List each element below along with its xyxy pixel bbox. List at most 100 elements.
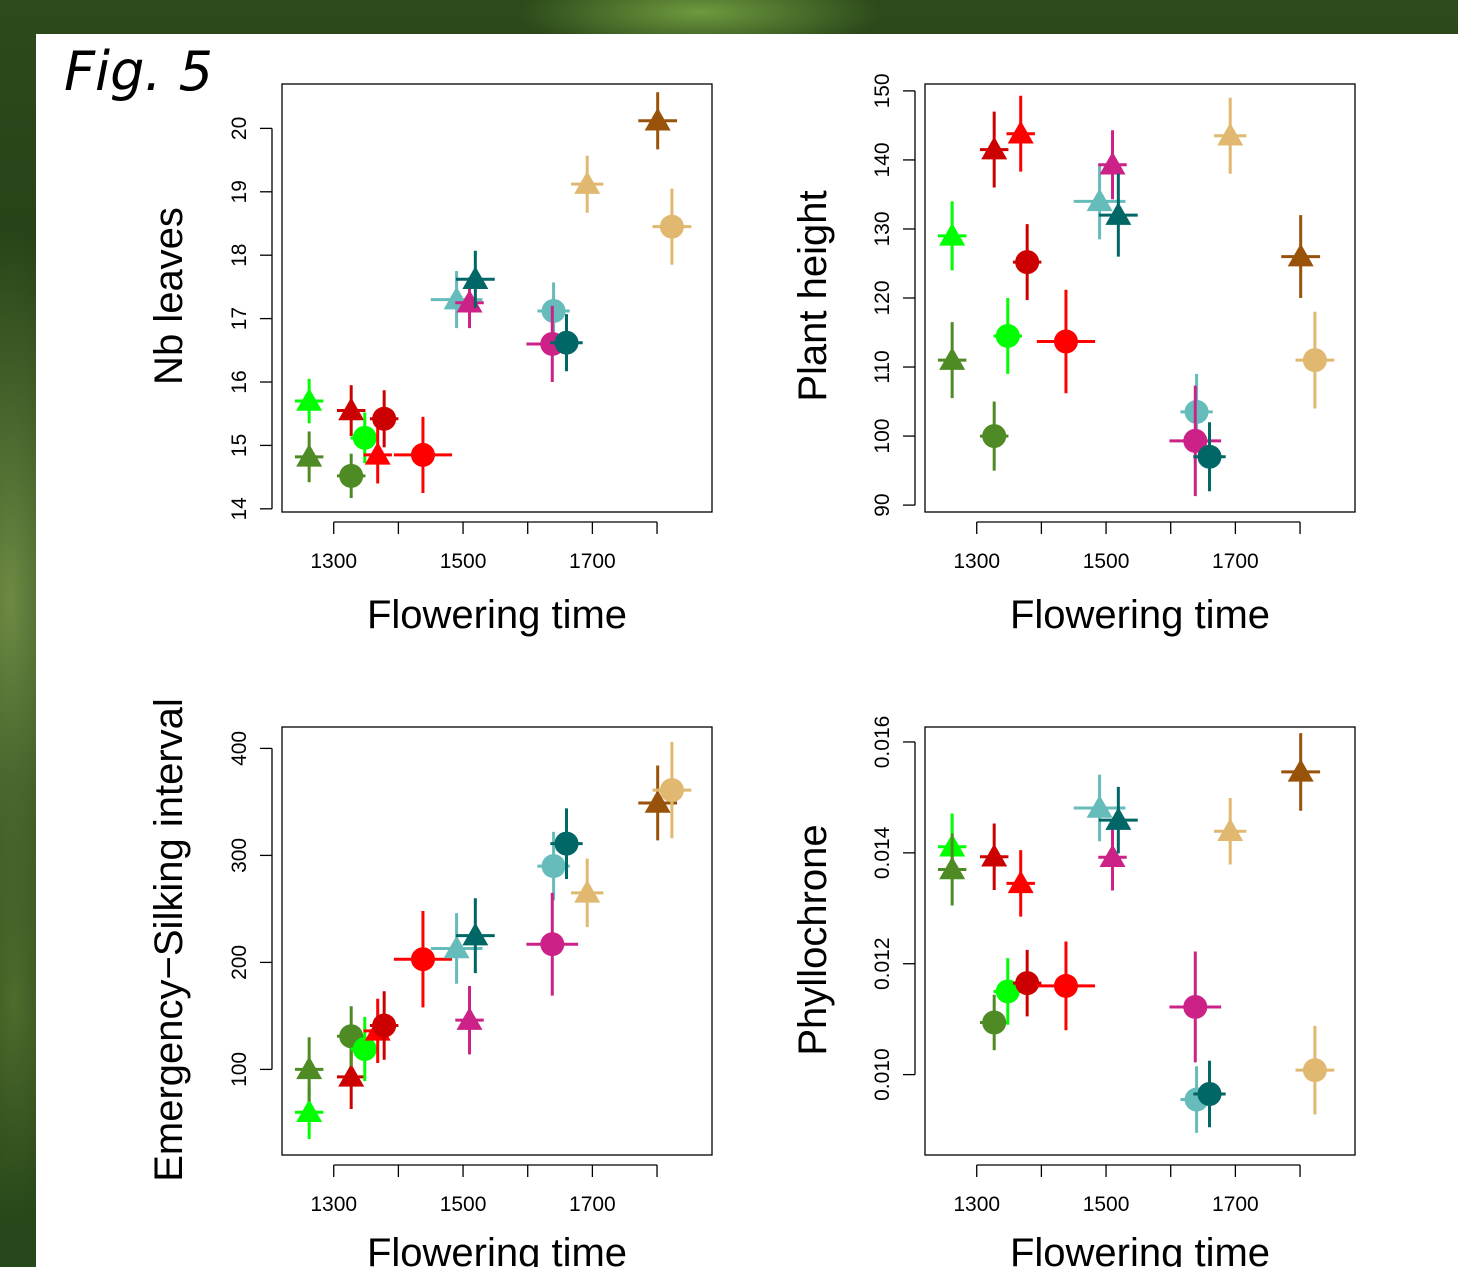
data-point [294, 431, 324, 483]
x-tick-label: 1300 [310, 1193, 357, 1216]
circle-marker [982, 1010, 1007, 1035]
circle-marker [1302, 1058, 1327, 1083]
circle-marker [372, 1013, 397, 1038]
y-axis-title: Emergency−Silking interval [147, 698, 191, 1182]
data-point [369, 390, 399, 448]
y-tick-label: 130 [871, 211, 894, 246]
triangle-marker [1007, 870, 1034, 894]
y-tick-label: 0.014 [871, 826, 894, 879]
y-tick-label: 300 [228, 838, 251, 873]
circle-marker [1053, 329, 1078, 354]
y-tick-label: 17 [228, 307, 251, 330]
circle-marker [1197, 444, 1222, 469]
data-point [1012, 949, 1042, 1017]
data-point [1098, 173, 1138, 257]
y-tick-label: 19 [228, 180, 251, 203]
triangle-marker [1105, 807, 1132, 830]
data-point [455, 985, 484, 1055]
x-tick-label: 1700 [569, 550, 616, 573]
data-point [294, 378, 324, 424]
circle-marker [372, 406, 397, 431]
y-tick-label: 14 [228, 497, 251, 521]
x-tick-label: 1500 [440, 550, 487, 573]
figure-label: Fig. 5 [64, 40, 214, 103]
data-point [1169, 385, 1222, 497]
y-tick-label: 18 [228, 244, 251, 267]
panel-phyllochrone: 1300 1500 1700 Flowering time 0.010 0.012 0.01… [791, 716, 1356, 1267]
triangle-marker [1086, 188, 1113, 212]
triangle-marker [574, 171, 601, 194]
y-tick-label: 90 [871, 493, 894, 516]
y-tick-label: 140 [871, 142, 894, 177]
triangle-marker [644, 107, 671, 131]
circle-marker [659, 778, 684, 803]
y-tick-label: 0.010 [871, 1048, 894, 1101]
data-point [1214, 797, 1247, 865]
y-axis-title: Nb leaves [147, 207, 191, 385]
data-point [979, 823, 1009, 890]
data-point [1073, 163, 1126, 240]
triangle-marker [1086, 794, 1113, 818]
circle-marker [1015, 250, 1040, 275]
data-point [393, 911, 453, 1008]
x-axis-title: Flowering time [1010, 1231, 1270, 1267]
data-point [571, 858, 604, 928]
data-point [294, 1037, 324, 1102]
circle-marker [352, 425, 377, 450]
x-tick-label: 1500 [1083, 550, 1130, 573]
triangle-marker [338, 1063, 365, 1087]
y-tick-label: 120 [871, 280, 894, 315]
y-axis-title: Phyllochrone [791, 824, 835, 1055]
circle-marker [1302, 348, 1327, 373]
circle-marker [1015, 971, 1040, 996]
x-axis-title: Flowering time [367, 593, 627, 637]
y-tick-label: 100 [228, 1052, 251, 1087]
panel-plant-height: 1300 1500 1700 Flowering time 90 100 110 120 130… [791, 73, 1356, 637]
x-tick-label: 1700 [1212, 1193, 1259, 1216]
triangle-marker [443, 935, 470, 959]
plot-frame [281, 726, 713, 1156]
data-point [455, 898, 495, 974]
figure-panel [36, 34, 1458, 1267]
data-point [363, 426, 392, 484]
circle-marker [1183, 428, 1208, 453]
circle-marker [554, 831, 579, 856]
triangle-marker [364, 441, 391, 465]
triangle-marker [981, 843, 1008, 867]
triangle-marker [939, 856, 966, 880]
data-point [1006, 95, 1035, 172]
y-tick-label: 20 [228, 117, 251, 140]
data-point [979, 994, 1009, 1051]
triangle-marker [644, 789, 671, 813]
data-point [1193, 1060, 1226, 1128]
y-tick-label: 400 [228, 731, 251, 766]
circle-marker [339, 463, 364, 488]
data-point [1073, 774, 1126, 842]
data-point [393, 416, 453, 493]
data-point [1036, 289, 1096, 394]
data-point [430, 913, 483, 984]
circle-marker [410, 442, 435, 467]
circle-marker [995, 323, 1020, 348]
circle-marker [1053, 973, 1078, 998]
data-point [652, 741, 692, 839]
data-point [550, 314, 583, 372]
x-tick-label: 1700 [569, 1193, 616, 1216]
triangle-marker [338, 397, 365, 421]
y-tick-label: 0.012 [871, 937, 894, 990]
circle-marker [1183, 994, 1208, 1019]
y-tick-label: 16 [228, 370, 251, 393]
data-point [1295, 1025, 1335, 1115]
data-point [1214, 97, 1247, 174]
data-point [336, 385, 366, 436]
x-axis-title: Flowering time [1010, 593, 1270, 637]
circle-marker [659, 214, 684, 239]
x-axis-title: Flowering time [367, 1231, 627, 1267]
triangle-marker [939, 347, 966, 370]
data-point [526, 892, 579, 996]
y-tick-label: 100 [871, 419, 894, 454]
data-point [550, 808, 583, 879]
triangle-marker [1099, 151, 1126, 175]
circle-marker [1197, 1082, 1222, 1107]
circle-marker [540, 932, 565, 957]
